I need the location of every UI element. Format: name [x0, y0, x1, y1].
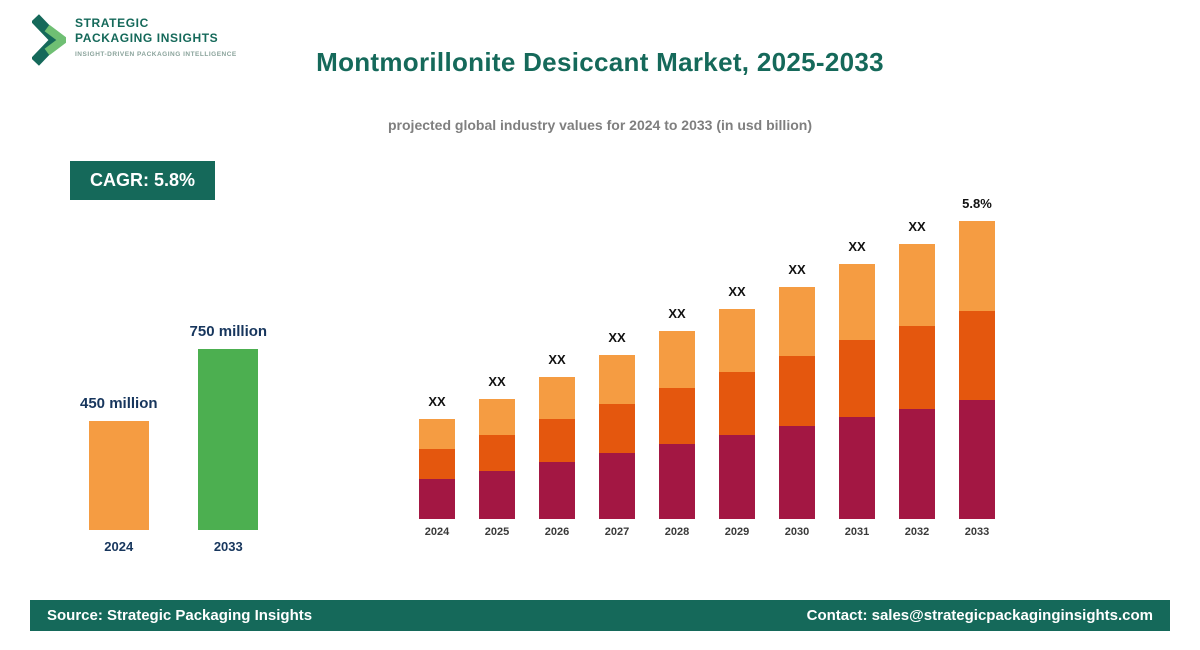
cagr-badge: CAGR: 5.8% [70, 161, 216, 200]
top-segment-bar [659, 331, 695, 388]
stacked-bar [779, 287, 815, 519]
stacked-bar-column-2027: XX 2027 [599, 330, 635, 539]
top-segment-bar [599, 355, 635, 404]
summary-value-label: 750 million [189, 323, 268, 340]
middle-segment-bar [419, 449, 455, 479]
brand-name-line2: PACKAGING INSIGHTS [75, 31, 219, 45]
stacked-bar [479, 399, 515, 519]
stacked-year-label: 2030 [784, 526, 810, 538]
bottom-segment-bar [479, 471, 515, 519]
summary-year-label: 2033 [213, 539, 243, 554]
brand-name-line1: STRATEGIC [75, 16, 149, 30]
page-subtitle: projected global industry values for 202… [388, 117, 812, 133]
stacked-bar-column-2024: XX 2024 [419, 394, 455, 539]
summary-chart: 450 million 2024 750 million 2033 [80, 312, 267, 556]
top-segment-bar [839, 264, 875, 340]
chevron-logo-icon [31, 12, 70, 73]
bottom-segment-bar [539, 462, 575, 519]
stacked-bar [839, 264, 875, 519]
stacked-bar-column-2033: 5.8% 2033 [959, 196, 995, 539]
bar-value-label: XX [788, 262, 806, 277]
stacked-bar [599, 355, 635, 519]
summary-bar [198, 349, 259, 530]
stacked-chart: XX 2024 XX 2025 XX 2026 XX 2027 XX 2028 XX 2029 XX 20… [419, 196, 995, 539]
bar-value-label: XX [668, 306, 686, 321]
stacked-year-label: 2033 [964, 526, 990, 538]
footer-source: Source: Strategic Packaging Insights [47, 607, 313, 624]
bottom-segment-bar [659, 444, 695, 519]
top-segment-bar [779, 287, 815, 356]
top-segment-bar [539, 377, 575, 419]
middle-segment-bar [899, 326, 935, 409]
stacked-bar-column-2028: XX 2028 [659, 306, 695, 539]
stacked-bar [659, 331, 695, 519]
top-segment-bar [959, 221, 995, 311]
middle-segment-bar [479, 435, 515, 471]
stacked-bar-column-2030: XX 2030 [779, 262, 815, 539]
summary-value-label: 450 million [80, 395, 158, 412]
stacked-bar-column-2029: XX 2029 [719, 284, 755, 539]
bar-value-label: XX [488, 374, 506, 389]
top-segment-bar [719, 309, 755, 372]
middle-segment-bar [959, 311, 995, 400]
bottom-segment-bar [779, 426, 815, 519]
summary-bar [88, 421, 149, 530]
top-segment-bar [479, 399, 515, 435]
stacked-year-label: 2024 [424, 526, 450, 538]
stacked-bar [719, 309, 755, 519]
middle-segment-bar [659, 388, 695, 444]
bar-value-label: XX [428, 394, 446, 409]
summary-year-label: 2024 [104, 539, 134, 554]
middle-segment-bar [779, 356, 815, 426]
bar-value-label: 5.8% [962, 196, 992, 211]
page-title: Montmorillonite Desiccant Market, 2025-2… [316, 47, 884, 77]
middle-segment-bar [599, 404, 635, 453]
stacked-year-label: 2026 [544, 526, 570, 538]
bar-value-label: XX [608, 330, 626, 345]
stacked-bar [539, 377, 575, 519]
footer-bar: Source: Strategic Packaging Insights Con… [30, 600, 1170, 631]
bottom-segment-bar [959, 400, 995, 519]
bar-value-label: XX [728, 284, 746, 299]
summary-bar-column-2033: 750 million 2033 [190, 312, 268, 556]
bottom-segment-bar [839, 417, 875, 519]
bottom-segment-bar [719, 435, 755, 519]
stacked-year-label: 2028 [664, 526, 690, 538]
stacked-year-label: 2027 [604, 526, 630, 538]
middle-segment-bar [719, 372, 755, 435]
stacked-year-label: 2025 [484, 526, 510, 538]
top-segment-bar [419, 419, 455, 449]
stacked-bar-column-2026: XX 2026 [539, 352, 575, 539]
bar-value-label: XX [848, 239, 866, 254]
bar-value-label: XX [548, 352, 566, 367]
top-segment-bar [899, 244, 935, 326]
bottom-segment-bar [419, 479, 455, 519]
brand-logo: STRATEGIC PACKAGING INSIGHTS INSIGHT-DRI… [31, 12, 237, 73]
stacked-bar [419, 419, 455, 519]
middle-segment-bar [539, 419, 575, 462]
footer-contact: Contact: sales@strategicpackaginginsight… [806, 607, 1153, 624]
bottom-segment-bar [899, 409, 935, 519]
stacked-bar-column-2032: XX 2032 [899, 219, 935, 539]
bar-value-label: XX [908, 219, 926, 234]
stacked-year-label: 2031 [844, 526, 870, 538]
brand-tagline: INSIGHT-DRIVEN PACKAGING INTELLIGENCE [75, 51, 237, 58]
middle-segment-bar [839, 340, 875, 417]
stacked-bar [959, 221, 995, 519]
bottom-segment-bar [599, 453, 635, 519]
stacked-bar-column-2031: XX 2031 [839, 239, 875, 539]
stacked-bar-column-2025: XX 2025 [479, 374, 515, 539]
brand-name: STRATEGIC PACKAGING INSIGHTS INSIGHT-DRI… [75, 12, 237, 58]
stacked-year-label: 2032 [904, 526, 930, 538]
stacked-year-label: 2029 [724, 526, 750, 538]
summary-bar-column-2024: 450 million 2024 [80, 312, 158, 556]
stacked-bar [899, 244, 935, 519]
